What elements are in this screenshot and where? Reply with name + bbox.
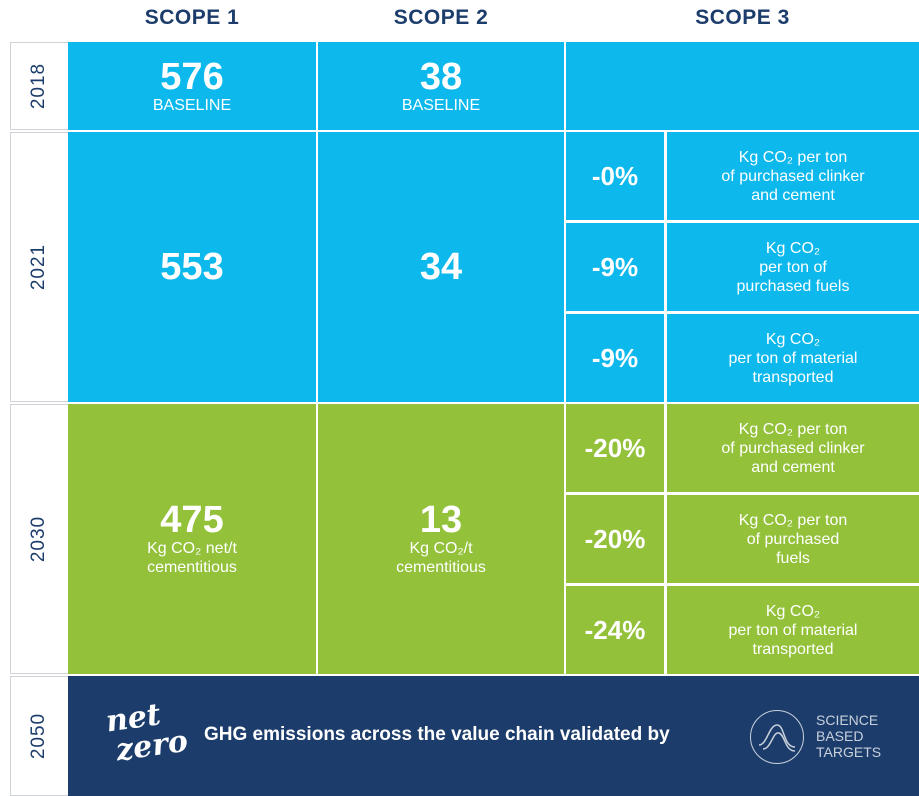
sbt-word: TARGETS [816,744,882,760]
change: -24% [584,614,646,645]
value: 576 [160,55,224,98]
year-label: 2030 [28,515,50,563]
metric-label: Kg CO₂ [765,330,821,348]
change-cell: -20% [566,495,664,583]
footer-band: net zero GHG emissions across the value ch… [68,676,919,796]
value: 475 [160,499,224,541]
year-cell: 2018 [10,42,68,130]
metric-label: and cement [751,186,835,204]
scope-cell: 38 BASELINE [318,42,564,130]
scope-cell: 553 [68,132,316,402]
change-cell: -20% [566,404,664,492]
logo-word: zero [113,723,191,769]
metric-label: fuels [776,549,810,567]
scope3-cell [566,42,919,130]
net-zero-logo: net zero [104,697,192,768]
metric-cell: Kg CO₂ per ton of purchased fuels [667,495,919,583]
metric-label: per ton of [759,258,827,276]
metric-label: of purchased clinker [721,439,865,457]
sbt-word: SCIENCE [816,712,879,728]
value-label: Kg CO₂ net/t [147,540,237,557]
value: 34 [419,246,463,288]
scope-cell: 13 Kg CO₂/t cementitious [318,404,564,674]
value-label: BASELINE [401,96,481,114]
metric-cell: Kg CO₂ per ton of purchased clinker and ce… [667,404,919,492]
change-cell: -24% [566,586,664,674]
sbt-word: BASED [816,728,864,744]
change: -20% [584,523,646,554]
sbt-wave [758,724,796,752]
metric-label: transported [752,368,834,386]
year-cell: 2021 [10,132,68,402]
metric-cell: Kg CO₂ per ton of purchased fuels [667,223,919,311]
metric-label: per ton of material [728,621,858,639]
metric-label: and cement [751,458,835,476]
footer-text: GHG emissions across the value chain val… [204,724,670,745]
value: 38 [419,55,463,98]
value-label: BASELINE [152,96,232,114]
change: -0% [591,160,639,191]
metric-label: Kg CO₂ [765,602,821,620]
year-label: 2018 [28,62,50,110]
metric-label: of purchased clinker [721,167,865,185]
metric-label: per ton of material [728,349,858,367]
value: 553 [160,246,224,288]
change-cell: -0% [566,132,664,220]
year-cell: 2030 [10,404,68,674]
metric-label: Kg CO₂ [765,239,821,257]
column-header: SCOPE 2 [393,6,489,29]
column-header: SCOPE 1 [144,6,240,29]
sbt-icon [750,710,804,764]
metric-label: purchased fuels [736,277,850,295]
metric-label: Kg CO₂ per ton [738,511,848,529]
change: -20% [584,432,646,463]
value-label: cementitious [396,559,486,576]
metric-label: Kg CO₂ per ton [738,148,848,166]
metric-label: Kg CO₂ per ton [738,420,848,438]
change: -9% [591,342,639,373]
change: -9% [591,251,639,282]
year-label: 2050 [28,712,50,760]
metric-cell: Kg CO₂ per ton of material transported [667,586,919,674]
value: 13 [419,499,463,541]
column-header: SCOPE 3 [695,6,790,29]
scope-cell: 475 Kg CO₂ net/t cementitious [68,404,316,674]
scope-cell: 576 BASELINE [68,42,316,130]
value-label: cementitious [147,559,237,576]
change-cell: -9% [566,223,664,311]
change-cell: -9% [566,314,664,402]
metric-label: of purchased [746,530,840,548]
scope-cell: 34 [318,132,564,402]
metric-label: transported [752,640,834,658]
value-label: Kg CO₂/t [409,540,473,557]
metric-cell: Kg CO₂ per ton of material transported [667,314,919,402]
sbt-text: SCIENCE BASED TARGETS [816,712,881,760]
metric-cell: Kg CO₂ per ton of purchased clinker and ce… [667,132,919,220]
year-label: 2021 [28,243,50,291]
year-cell: 2050 [10,676,68,796]
